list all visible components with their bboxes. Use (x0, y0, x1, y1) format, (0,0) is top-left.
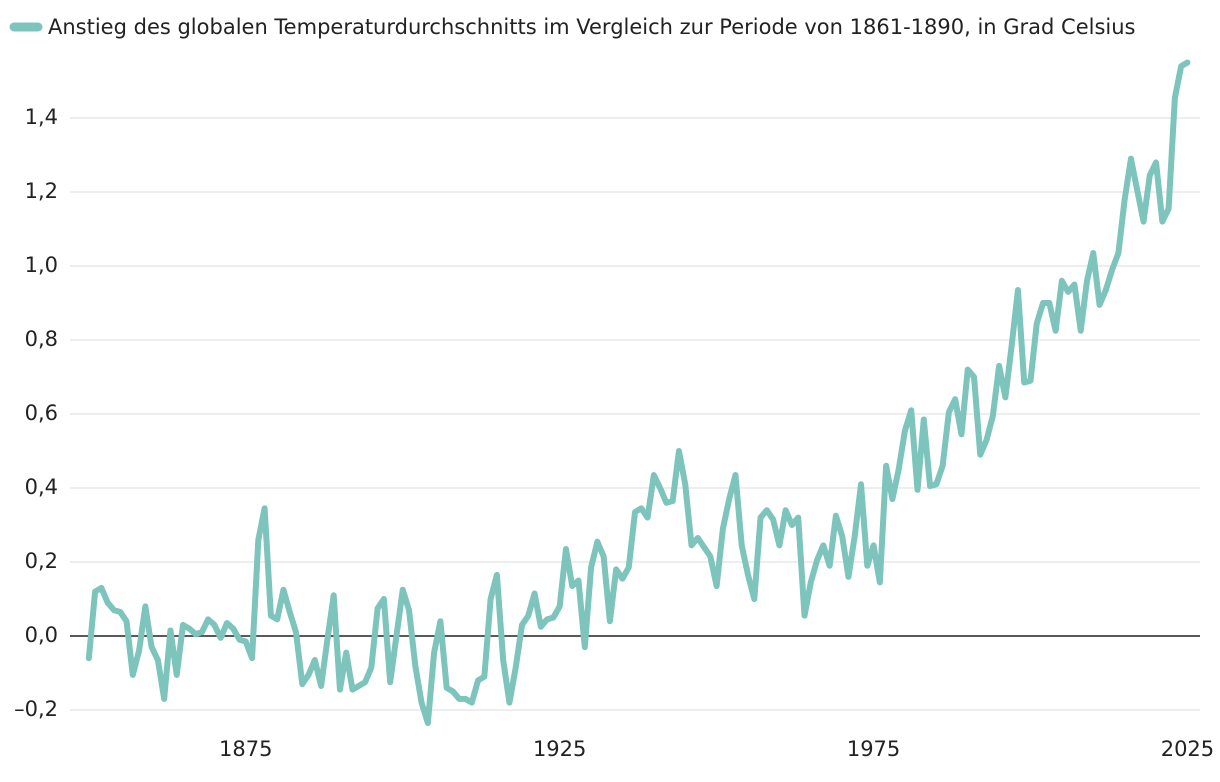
y-tick-label: 0,2 (25, 549, 58, 573)
y-tick-label: 0,6 (25, 401, 58, 425)
x-tick-label: 1925 (533, 737, 586, 761)
x-tick-label: 1975 (847, 737, 900, 761)
legend-label: Anstieg des globalen Temperaturdurchschn… (48, 15, 1136, 39)
y-tick-label: 0,4 (25, 475, 58, 499)
line (85, 59, 1191, 726)
y-tick-label: 1,4 (25, 105, 58, 129)
y-tick-label: 1,2 (25, 179, 58, 203)
y-tick-label: 0,0 (25, 623, 58, 647)
x-tick-label: 2025 (1161, 737, 1214, 761)
y-tick-label: 0,8 (25, 327, 58, 351)
x-tick-label: 1875 (219, 737, 272, 761)
y-tick-label: –0,2 (14, 697, 58, 721)
y-tick-label: 1,0 (25, 253, 58, 277)
